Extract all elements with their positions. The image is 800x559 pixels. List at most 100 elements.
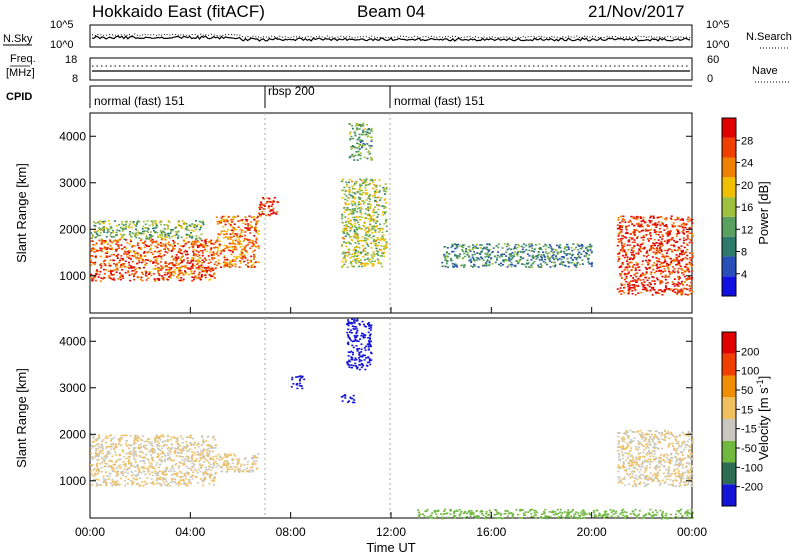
heatmap-cell (188, 247, 190, 249)
heatmap-cell (522, 249, 524, 251)
heatmap-cell (210, 446, 212, 448)
heatmap-cell (675, 288, 677, 290)
heatmap-cell (192, 471, 194, 473)
heatmap-cell (126, 458, 128, 460)
heatmap-cell (355, 261, 357, 263)
heatmap-cell (187, 458, 189, 460)
heatmap-cell (104, 460, 106, 462)
heatmap-cell (355, 216, 357, 218)
heatmap-cell (353, 320, 355, 322)
heatmap-cell (154, 278, 156, 280)
heatmap-cell (191, 280, 193, 282)
heatmap-cell (666, 252, 668, 254)
heatmap-cell (550, 266, 552, 268)
heatmap-cell (649, 456, 651, 458)
cpid-strip: CPID normal (fast) 151 rbsp 200 normal (… (6, 84, 692, 108)
heatmap-cell (367, 215, 369, 217)
heatmap-cell (687, 269, 689, 271)
heatmap-cell (192, 243, 194, 245)
heatmap-cell (661, 290, 663, 292)
heatmap-cell (99, 271, 101, 273)
heatmap-cell (105, 436, 107, 438)
heatmap-cell (167, 228, 169, 230)
heatmap-cell (641, 237, 643, 239)
heatmap-cell (624, 269, 626, 271)
heatmap-cell (208, 468, 210, 470)
heatmap-cell (379, 199, 381, 201)
heatmap-cell (111, 468, 113, 470)
heatmap-cell (149, 271, 151, 273)
heatmap-cell (353, 159, 355, 161)
heatmap-cell (122, 230, 124, 232)
heatmap-cell (664, 240, 666, 242)
heatmap-cell (177, 443, 179, 445)
heatmap-cell (359, 128, 361, 130)
heatmap-cell (685, 270, 687, 272)
heatmap-cell (635, 273, 637, 275)
heatmap-cell (154, 451, 156, 453)
heatmap-cell (661, 234, 663, 236)
heatmap-cell (176, 451, 178, 453)
heatmap-cell (632, 277, 634, 279)
heatmap-cell (120, 279, 122, 281)
heatmap-cell (689, 242, 691, 244)
heatmap-cell (218, 234, 220, 236)
heatmap-cell (358, 353, 360, 355)
heatmap-cell (502, 264, 504, 266)
heatmap-cell (209, 269, 211, 271)
heatmap-cell (658, 234, 660, 236)
heatmap-cell (355, 181, 357, 183)
heatmap-cell (682, 291, 684, 293)
heatmap-cell (661, 280, 663, 282)
heatmap-cell (626, 266, 628, 268)
heatmap-cell (189, 442, 191, 444)
heatmap-cell (90, 448, 92, 450)
heatmap-cell (205, 459, 207, 461)
heatmap-cell (368, 260, 370, 262)
heatmap-cell (192, 246, 194, 248)
heatmap-cell (102, 223, 104, 225)
heatmap-cell (198, 237, 200, 239)
heatmap-cell (664, 476, 666, 478)
heatmap-cell (124, 435, 126, 437)
heatmap-cell (354, 231, 356, 233)
heatmap-cell (639, 459, 641, 461)
heatmap-cell (683, 229, 685, 231)
heatmap-cell (157, 232, 159, 234)
heatmap-cell (176, 455, 178, 457)
heatmap-cell (465, 249, 467, 251)
heatmap-cell (230, 238, 232, 240)
heatmap-cell (119, 465, 121, 467)
heatmap-cell (137, 474, 139, 476)
heatmap-cell (126, 435, 128, 437)
heatmap-cell (450, 258, 452, 260)
heatmap-cell (357, 246, 359, 248)
heatmap-cell (123, 263, 125, 265)
heatmap-cell (136, 263, 138, 265)
heatmap-cell (359, 219, 361, 221)
heatmap-cell (500, 254, 502, 256)
heatmap-cell (631, 471, 633, 473)
heatmap-cell (152, 225, 154, 227)
heatmap-cell (444, 256, 446, 258)
heatmap-cell (376, 191, 378, 193)
heatmap-cell (226, 231, 228, 233)
heatmap-cell (138, 260, 140, 262)
heatmap-cell (538, 243, 540, 245)
heatmap-cell (622, 238, 624, 240)
heatmap-cell (206, 452, 208, 454)
heatmap-cell (667, 282, 669, 284)
heatmap-cell (188, 274, 190, 276)
heatmap-cell (194, 255, 196, 257)
heatmap-cell (154, 251, 156, 253)
heatmap-cell (131, 246, 133, 248)
heatmap-cell (385, 183, 387, 185)
heatmap-cell (458, 255, 460, 257)
heatmap-cell (345, 181, 347, 183)
heatmap-cell (194, 265, 196, 267)
heatmap-cell (360, 145, 362, 147)
heatmap-cell (367, 356, 369, 358)
heatmap-cell (461, 249, 463, 251)
heatmap-cell (243, 261, 245, 263)
heatmap-cell (691, 265, 693, 267)
